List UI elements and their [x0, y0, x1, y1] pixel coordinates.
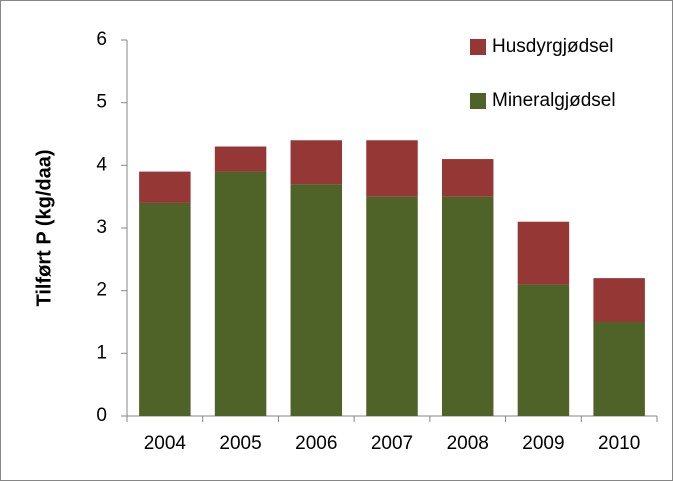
bar-segment [214, 171, 267, 416]
bar-segment [139, 202, 191, 416]
x-tick-label: 2007 [371, 433, 413, 454]
bar-segment [366, 140, 418, 197]
y-tick-label: 3 [96, 217, 107, 238]
bar-segment [139, 171, 191, 203]
y-axis-label: Tilført P (kg/daa) [33, 149, 55, 306]
bar-segment [517, 284, 570, 416]
y-tick-label: 4 [96, 154, 107, 175]
x-tick-label: 2009 [522, 433, 564, 454]
x-tick-label: 2010 [598, 433, 640, 454]
y-tick-label: 1 [96, 342, 107, 363]
bar-segment [593, 322, 645, 416]
bar-segment [214, 146, 267, 172]
bar-segment [441, 196, 494, 416]
y-tick-label: 5 [96, 92, 107, 113]
legend-label: Mineralgjødsel [492, 90, 616, 111]
y-tick-label: 0 [96, 405, 107, 426]
bar-segment [290, 140, 343, 185]
y-tick-label: 2 [96, 280, 107, 301]
bar-segment [290, 184, 343, 416]
y-tick-label: 6 [96, 29, 107, 50]
x-tick-label: 2005 [219, 433, 261, 454]
legend-swatch [470, 39, 486, 55]
x-tick-label: 2006 [295, 433, 337, 454]
x-tick-label: 2008 [447, 433, 489, 454]
bar-segment [441, 159, 494, 197]
legend-swatch [470, 93, 486, 109]
x-tick-label: 2004 [144, 433, 187, 454]
bar-segment [517, 221, 570, 285]
bar-segment [593, 278, 645, 322]
bar-segment [366, 196, 418, 416]
legend-label: Husdyrgjødsel [492, 36, 613, 57]
